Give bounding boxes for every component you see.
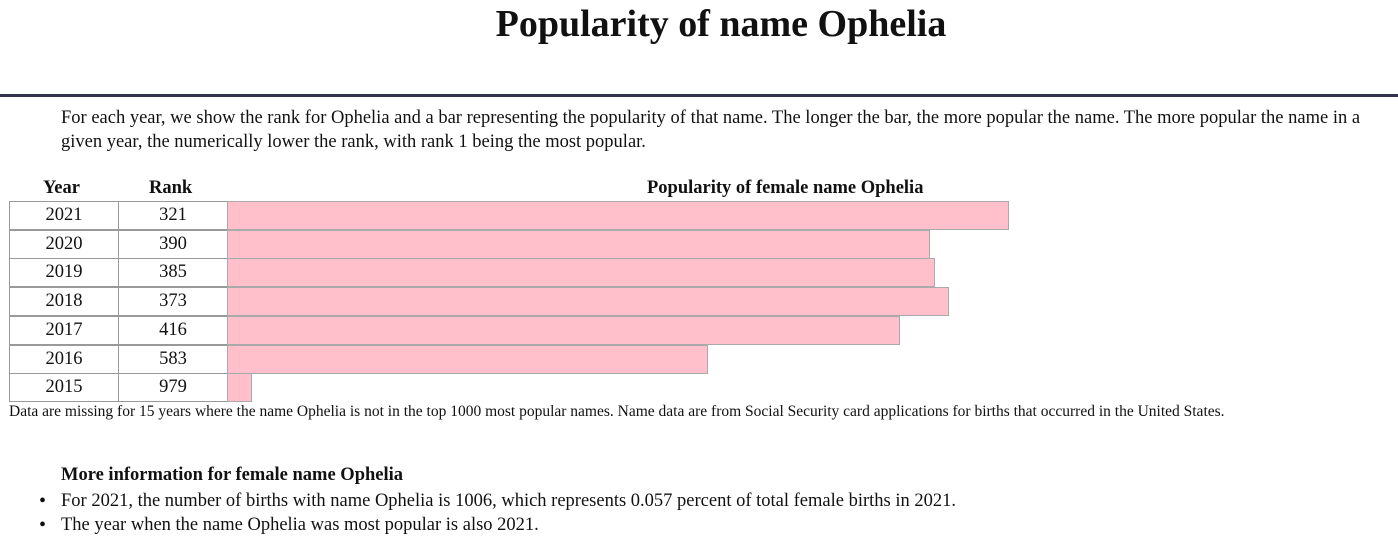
data-note: Data are missing for 15 years where the … [9,403,1225,420]
year-cell: 2018 [9,287,119,316]
year-cell: 2015 [9,373,119,402]
rank-column-header: Rank [149,178,193,198]
popularity-bar [227,373,252,402]
year-cell: 2016 [9,345,119,374]
rank-cell: 321 [118,201,228,230]
rank-cell: 416 [118,316,228,345]
popularity-bar [227,345,708,374]
rank-cell: 583 [118,345,228,374]
more-info-heading: More information for female name Ophelia [61,465,404,485]
title-divider [0,94,1398,97]
year-cell: 2017 [9,316,119,345]
popularity-bar [227,258,935,287]
more-info-item-most-popular: The year when the name Ophelia was most … [39,513,956,537]
rank-cell: 385 [118,258,228,287]
popularity-bar [227,201,1009,230]
popularity-bar [227,230,930,259]
year-cell: 2020 [9,230,119,259]
year-column-header: Year [43,178,80,198]
year-cell: 2021 [9,201,119,230]
more-info-item-births: For 2021, the number of births with name… [39,489,956,513]
more-info-list: For 2021, the number of births with name… [39,489,956,537]
year-cell: 2019 [9,258,119,287]
page-title: Popularity of name Ophelia [495,3,947,45]
rank-cell: 373 [118,287,228,316]
rank-cell: 979 [118,373,228,402]
rank-cell: 390 [118,230,228,259]
popularity-bar [227,287,949,316]
chart-title: Popularity of female name Ophelia [647,178,924,198]
popularity-bar [227,316,900,345]
intro-text: For each year, we show the rank for Ophe… [61,108,1361,152]
